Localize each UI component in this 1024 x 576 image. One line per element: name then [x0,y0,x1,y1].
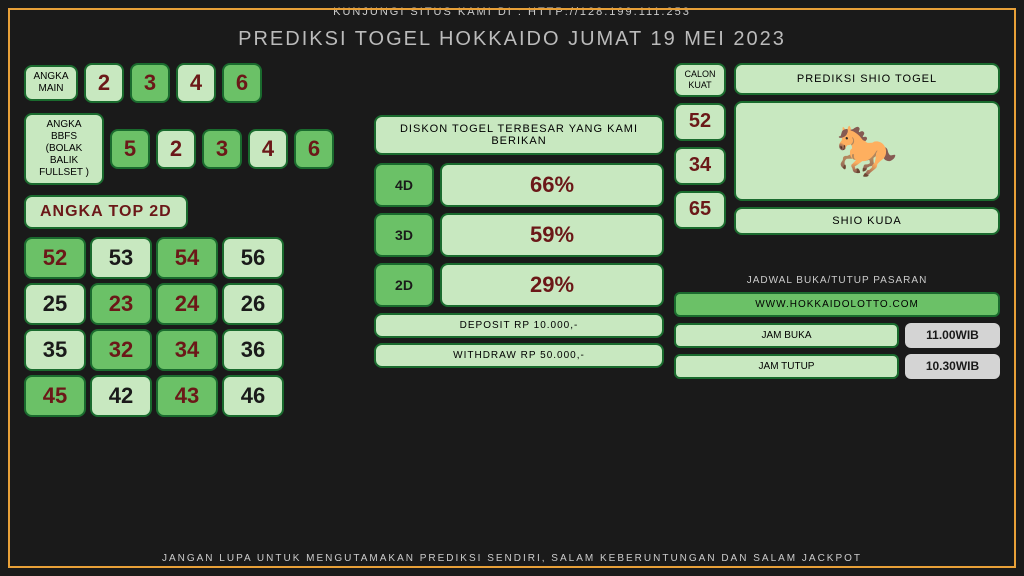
top2d-cell: 43 [156,375,218,417]
page-title: PREDIKSI TOGEL HOKKAIDO JUMAT 19 MEI 202… [0,24,1024,63]
jam-buka-value: 11.00WIB [905,323,1000,348]
top2d-cell: 46 [222,375,284,417]
jam-tutup-label: JAM TUTUP [674,354,899,379]
calon-num: 34 [674,147,726,185]
angka-bbfs-label: ANGKA BBFS (BOLAK BALIK FULLSET ) [24,113,104,185]
jam-tutup-value: 10.30WIB [905,354,1000,379]
schedule-title: JADWAL BUKA/TUTUP PASARAN [674,275,1000,286]
diskon-value: 29% [440,263,664,307]
shio-title: PREDIKSI SHIO TOGEL [734,63,1000,95]
bottom-text: JANGAN LUPA UNTUK MENGUTAMAKAN PREDIKSI … [0,553,1024,564]
angka-bbfs-num: 2 [156,129,196,169]
diskon-value: 59% [440,213,664,257]
diskon-value: 66% [440,163,664,207]
top2d-cell: 45 [24,375,86,417]
top2d-title: ANGKA TOP 2D [24,195,188,229]
calon-num: 52 [674,103,726,141]
top2d-cell: 24 [156,283,218,325]
angka-main-num: 6 [222,63,262,103]
diskon-row: 2D29% [374,263,664,307]
angka-main-row: ANGKA MAIN 2346 [24,63,364,103]
top2d-cell: 35 [24,329,86,371]
top2d-cell: 54 [156,237,218,279]
angka-main-num: 2 [84,63,124,103]
diskon-label: 3D [374,213,434,257]
jam-buka-label: JAM BUKA [674,323,899,348]
angka-bbfs-num: 5 [110,129,150,169]
top-url-bar: KUNJUNGI SITUS KAMI DI : HTTP://128.199.… [0,0,1024,24]
top2d-cell: 26 [222,283,284,325]
schedule-website: WWW.HOKKAIDOLOTTO.COM [674,292,1000,317]
top2d-cell: 36 [222,329,284,371]
deposit-info: DEPOSIT RP 10.000,- [374,313,664,338]
angka-main-num: 3 [130,63,170,103]
angka-bbfs-num: 3 [202,129,242,169]
top2d-cell: 53 [90,237,152,279]
angka-bbfs-num: 6 [294,129,334,169]
top2d-cell: 23 [90,283,152,325]
diskon-label: 4D [374,163,434,207]
calon-num: 65 [674,191,726,229]
diskon-label: 2D [374,263,434,307]
top2d-cell: 52 [24,237,86,279]
shio-image: 🐎 [734,101,1000,201]
top2d-cell: 32 [90,329,152,371]
diskon-row: 4D66% [374,163,664,207]
angka-bbfs-row: ANGKA BBFS (BOLAK BALIK FULLSET ) 52346 [24,113,364,185]
top2d-cell: 42 [90,375,152,417]
shio-name: SHIO KUDA [734,207,1000,235]
angka-main-label: ANGKA MAIN [24,65,78,101]
angka-bbfs-num: 4 [248,129,288,169]
top2d-grid: 52535456 25232426 35323436 45424346 [24,237,364,417]
top2d-cell: 25 [24,283,86,325]
top2d-cell: 56 [222,237,284,279]
withdraw-info: WITHDRAW RP 50.000,- [374,343,664,368]
angka-main-num: 4 [176,63,216,103]
diskon-row: 3D59% [374,213,664,257]
calon-label: CALON KUAT [674,63,726,97]
horse-icon: 🐎 [836,122,898,181]
diskon-title: DISKON TOGEL TERBESAR YANG KAMI BERIKAN [374,115,664,155]
top2d-cell: 34 [156,329,218,371]
